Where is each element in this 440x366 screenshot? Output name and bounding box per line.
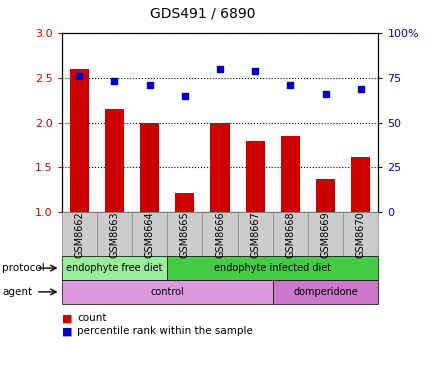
- Text: GDS491 / 6890: GDS491 / 6890: [150, 6, 255, 20]
- Text: endophyte infected diet: endophyte infected diet: [214, 263, 331, 273]
- Text: ■: ■: [62, 313, 72, 324]
- Bar: [175, 193, 194, 212]
- Point: [357, 86, 364, 92]
- Point: [287, 82, 294, 88]
- Text: protocol: protocol: [2, 263, 45, 273]
- Point: [181, 93, 188, 99]
- Bar: [140, 123, 159, 212]
- Point: [322, 91, 329, 97]
- Text: GSM8666: GSM8666: [215, 211, 225, 258]
- Text: domperidone: domperidone: [293, 287, 358, 297]
- Text: GSM8670: GSM8670: [356, 211, 366, 258]
- Point: [111, 78, 118, 84]
- Text: GSM8662: GSM8662: [74, 211, 84, 258]
- Bar: [210, 123, 230, 212]
- Point: [216, 66, 224, 72]
- Text: GSM8667: GSM8667: [250, 211, 260, 258]
- Text: GSM8665: GSM8665: [180, 211, 190, 258]
- Point: [252, 68, 259, 74]
- Text: agent: agent: [2, 287, 32, 297]
- Bar: [316, 179, 335, 212]
- Bar: [351, 157, 370, 212]
- Text: count: count: [77, 313, 106, 324]
- Point: [146, 82, 153, 88]
- Text: GSM8669: GSM8669: [321, 211, 330, 258]
- Text: GSM8663: GSM8663: [110, 211, 119, 258]
- Bar: [281, 136, 300, 212]
- Point: [76, 73, 83, 79]
- Text: control: control: [150, 287, 184, 297]
- Bar: [105, 109, 124, 212]
- Bar: [70, 69, 89, 212]
- Text: ■: ■: [62, 326, 72, 336]
- Text: GSM8668: GSM8668: [286, 211, 295, 258]
- Text: GSM8664: GSM8664: [145, 211, 154, 258]
- Text: percentile rank within the sample: percentile rank within the sample: [77, 326, 253, 336]
- Text: endophyte free diet: endophyte free diet: [66, 263, 163, 273]
- Bar: [246, 141, 265, 212]
